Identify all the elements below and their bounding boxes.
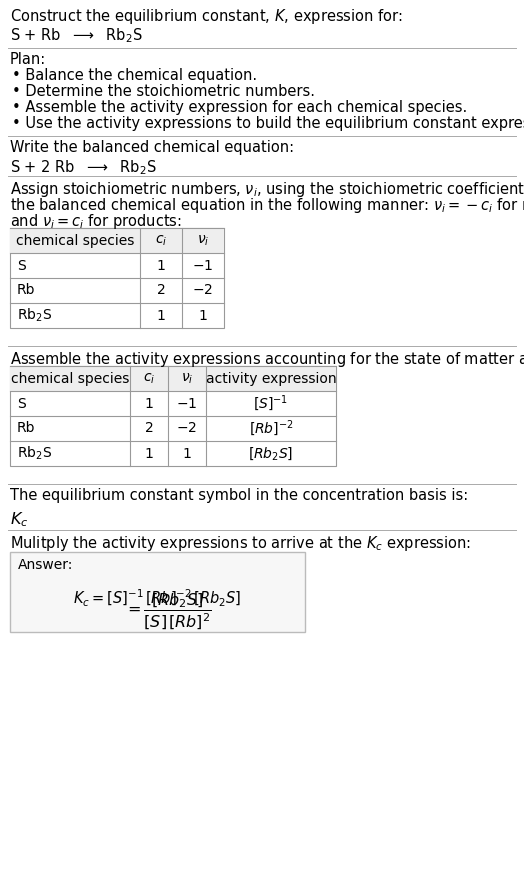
Text: Assign stoichiometric numbers, $\nu_i$, using the stoichiometric coefficients, $: Assign stoichiometric numbers, $\nu_i$, … [10, 180, 524, 199]
Text: S: S [17, 259, 26, 273]
Text: activity expression: activity expression [206, 372, 336, 386]
Text: Rb: Rb [17, 421, 36, 436]
Text: $K_c$: $K_c$ [10, 510, 28, 529]
Text: Answer:: Answer: [18, 558, 73, 572]
Text: • Use the activity expressions to build the equilibrium constant expression.: • Use the activity expressions to build … [12, 116, 524, 131]
Text: • Balance the chemical equation.: • Balance the chemical equation. [12, 68, 257, 83]
Text: S: S [17, 396, 26, 411]
Text: $-2$: $-2$ [192, 284, 213, 298]
Text: $= \dfrac{[Rb_2S]}{[S]\, [Rb]^2}$: $= \dfrac{[Rb_2S]}{[S]\, [Rb]^2}$ [124, 592, 212, 632]
Text: Write the balanced chemical equation:: Write the balanced chemical equation: [10, 140, 294, 155]
Text: and $\nu_i = c_i$ for products:: and $\nu_i = c_i$ for products: [10, 212, 182, 231]
Text: 1: 1 [145, 396, 154, 411]
Text: $[Rb]^{-2}$: $[Rb]^{-2}$ [249, 419, 293, 438]
Text: $\nu_i$: $\nu_i$ [197, 233, 209, 248]
Text: $-2$: $-2$ [177, 421, 198, 436]
Text: $[Rb_2S]$: $[Rb_2S]$ [248, 445, 293, 462]
Text: 2: 2 [145, 421, 154, 436]
Bar [10, 366, 336, 391]
Text: 1: 1 [145, 446, 154, 461]
Text: $-1$: $-1$ [192, 259, 214, 273]
Bar [10, 228, 224, 253]
Text: S + Rb  $\longrightarrow$  Rb$_2$S: S + Rb $\longrightarrow$ Rb$_2$S [10, 26, 143, 44]
Text: Assemble the activity expressions accounting for the state of matter and $\nu_i$: Assemble the activity expressions accoun… [10, 350, 524, 369]
Bar [10, 228, 224, 328]
Bar [10, 366, 336, 466]
Text: Rb$_2$S: Rb$_2$S [17, 444, 52, 462]
Text: • Determine the stoichiometric numbers.: • Determine the stoichiometric numbers. [12, 84, 315, 99]
FancyBboxPatch shape [10, 552, 305, 632]
Text: Construct the equilibrium constant, $K$, expression for:: Construct the equilibrium constant, $K$,… [10, 7, 402, 26]
Text: Mulitply the activity expressions to arrive at the $K_c$ expression:: Mulitply the activity expressions to arr… [10, 534, 471, 553]
Text: 2: 2 [157, 284, 166, 298]
Text: 1: 1 [157, 308, 166, 323]
Text: 1: 1 [157, 259, 166, 273]
Text: Plan:: Plan: [10, 52, 46, 67]
Text: $c_i$: $c_i$ [143, 372, 155, 386]
Text: • Assemble the activity expression for each chemical species.: • Assemble the activity expression for e… [12, 100, 467, 115]
Text: $\nu_i$: $\nu_i$ [181, 372, 193, 386]
Text: S + 2 Rb  $\longrightarrow$  Rb$_2$S: S + 2 Rb $\longrightarrow$ Rb$_2$S [10, 158, 157, 177]
Text: 1: 1 [182, 446, 191, 461]
Text: $c_i$: $c_i$ [155, 233, 167, 248]
Text: Rb$_2$S: Rb$_2$S [17, 307, 52, 324]
Text: chemical species: chemical species [11, 372, 129, 386]
Text: Rb: Rb [17, 284, 36, 298]
Text: $-1$: $-1$ [177, 396, 198, 411]
Text: $[S]^{-1}$: $[S]^{-1}$ [254, 394, 289, 413]
Text: the balanced chemical equation in the following manner: $\nu_i = -c_i$ for react: the balanced chemical equation in the fo… [10, 196, 524, 215]
Text: $K_c = [S]^{-1}\, [Rb]^{-2}\, [Rb_2S]$: $K_c = [S]^{-1}\, [Rb]^{-2}\, [Rb_2S]$ [73, 588, 242, 609]
Text: 1: 1 [199, 308, 208, 323]
Text: The equilibrium constant symbol in the concentration basis is:: The equilibrium constant symbol in the c… [10, 488, 468, 503]
Text: chemical species: chemical species [16, 234, 134, 247]
